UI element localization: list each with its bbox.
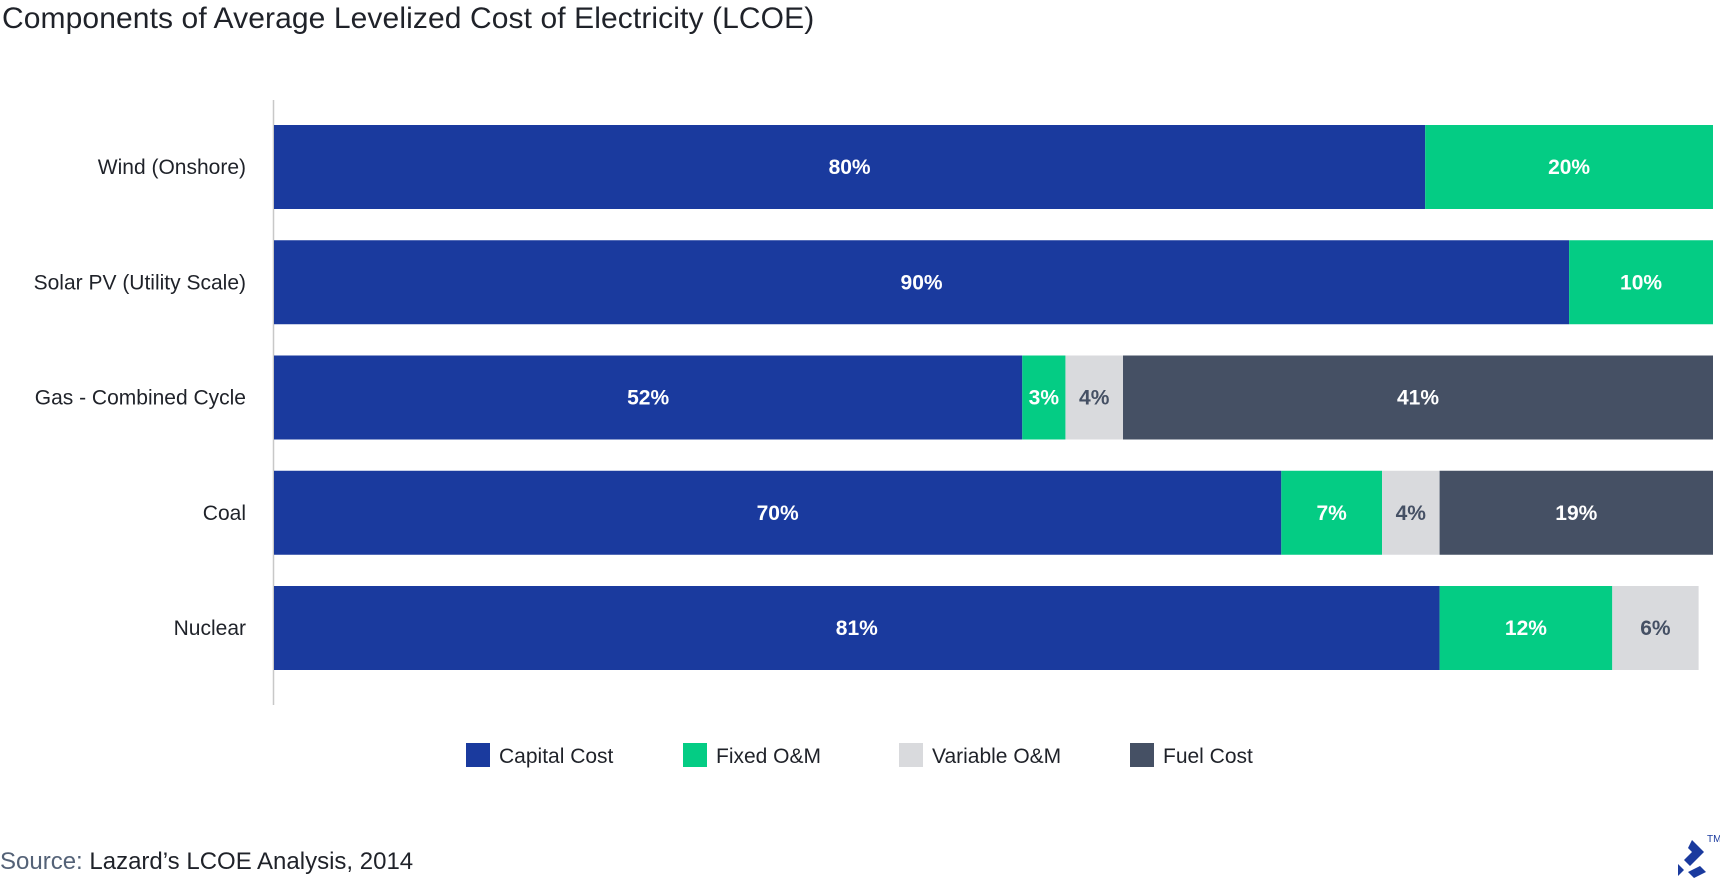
- bar-segment-nuclear-variable-oandm: [1612, 586, 1699, 670]
- bar-segment-solar-pv-utility-scale-capital-cost: [274, 240, 1570, 325]
- source-text: Lazard’s LCOE Analysis, 2014: [89, 848, 414, 875]
- source-note: Source: Lazard’s LCOE Analysis, 2014: [0, 848, 413, 876]
- category-label-solar-pv-utility-scale: Solar PV (Utility Scale): [34, 271, 246, 294]
- legend-label-capital-cost: Capital Cost: [499, 745, 614, 768]
- bar-segment-wind-onshore-capital-cost: [274, 125, 1426, 209]
- category-label-gas-combined-cycle: Gas - Combined Cycle: [35, 387, 246, 410]
- stacked-bar-chart: 80% 20% 90% 10% 52% 3% 4% 41% 70% 7% 4% 19% 81% 12% 6%…: [34, 100, 1713, 768]
- data-label-gas-combined-cycle-variable-oandm: 4%: [1079, 387, 1110, 410]
- legend-label-fixed-oandm: Fixed O&M: [716, 745, 821, 768]
- legend: Capital Cost Fixed O&M Variable O&M Fuel Co…: [466, 743, 1253, 768]
- data-label-coal-capital-cost: 70%: [757, 502, 799, 525]
- data-label-nuclear-capital-cost: 81%: [836, 617, 878, 640]
- toptal-logo-icon: TM: [1678, 834, 1720, 878]
- bar-segment-gas-combined-cycle-fixed-oandm: [1022, 355, 1066, 440]
- data-label-gas-combined-cycle-fixed-oandm: 3%: [1029, 387, 1060, 410]
- category-label-nuclear: Nuclear: [174, 617, 246, 640]
- data-label-coal-fuel-cost: 19%: [1555, 502, 1597, 525]
- data-label-wind-onshore-capital-cost: 80%: [829, 156, 871, 179]
- bar-segment-gas-combined-cycle-fuel-cost: [1123, 355, 1713, 440]
- legend-label-variable-oandm: Variable O&M: [932, 745, 1061, 768]
- bar-segment-nuclear-capital-cost: [274, 586, 1440, 670]
- data-label-solar-pv-utility-scale-fixed-oandm: 10%: [1620, 271, 1662, 294]
- data-label-nuclear-fixed-oandm: 12%: [1505, 617, 1547, 640]
- bar-segment-gas-combined-cycle-variable-oandm: [1065, 355, 1124, 440]
- legend-swatch-fixed-oandm: [683, 743, 707, 767]
- category-label-wind-onshore: Wind (Onshore): [98, 156, 246, 179]
- bar-segment-nuclear-fixed-oandm: [1439, 586, 1613, 670]
- data-label-gas-combined-cycle-capital-cost: 52%: [627, 387, 669, 410]
- source-label: Source:: [0, 848, 83, 875]
- bar-segment-coal-capital-cost: [274, 470, 1282, 555]
- legend-swatch-fuel-cost: [1130, 743, 1154, 767]
- category-label-coal: Coal: [203, 502, 246, 525]
- legend-swatch-variable-oandm: [899, 743, 923, 767]
- data-label-wind-onshore-fixed-oandm: 20%: [1548, 156, 1590, 179]
- chart-title: Components of Average Levelized Cost of …: [2, 2, 815, 35]
- data-label-coal-variable-oandm: 4%: [1396, 502, 1427, 525]
- bar-segment-coal-fuel-cost: [1439, 470, 1713, 555]
- bar-segment-coal-fixed-oandm: [1281, 470, 1383, 555]
- legend-swatch-capital-cost: [466, 743, 490, 767]
- data-label-nuclear-variable-oandm: 6%: [1640, 617, 1671, 640]
- category-labels: Wind (Onshore) Solar PV (Utility Scale) Ga…: [34, 156, 246, 640]
- bar-segment-wind-onshore-fixed-oandm: [1425, 125, 1713, 209]
- data-label-coal-fixed-oandm: 7%: [1316, 502, 1347, 525]
- bar-segment-coal-variable-oandm: [1382, 470, 1440, 555]
- data-label-solar-pv-utility-scale-capital-cost: 90%: [901, 271, 943, 294]
- bar-segment-solar-pv-utility-scale-fixed-oandm: [1569, 240, 1713, 325]
- legend-label-fuel-cost: Fuel Cost: [1163, 745, 1253, 768]
- bar-segment-gas-combined-cycle-capital-cost: [274, 355, 1023, 440]
- data-label-gas-combined-cycle-fuel-cost: 41%: [1397, 387, 1439, 410]
- bars-group: 80% 20% 90% 10% 52% 3% 4% 41% 70% 7% 4% 19% 81% 12% 6%: [274, 125, 1713, 670]
- logo-trademark: TM: [1707, 834, 1720, 845]
